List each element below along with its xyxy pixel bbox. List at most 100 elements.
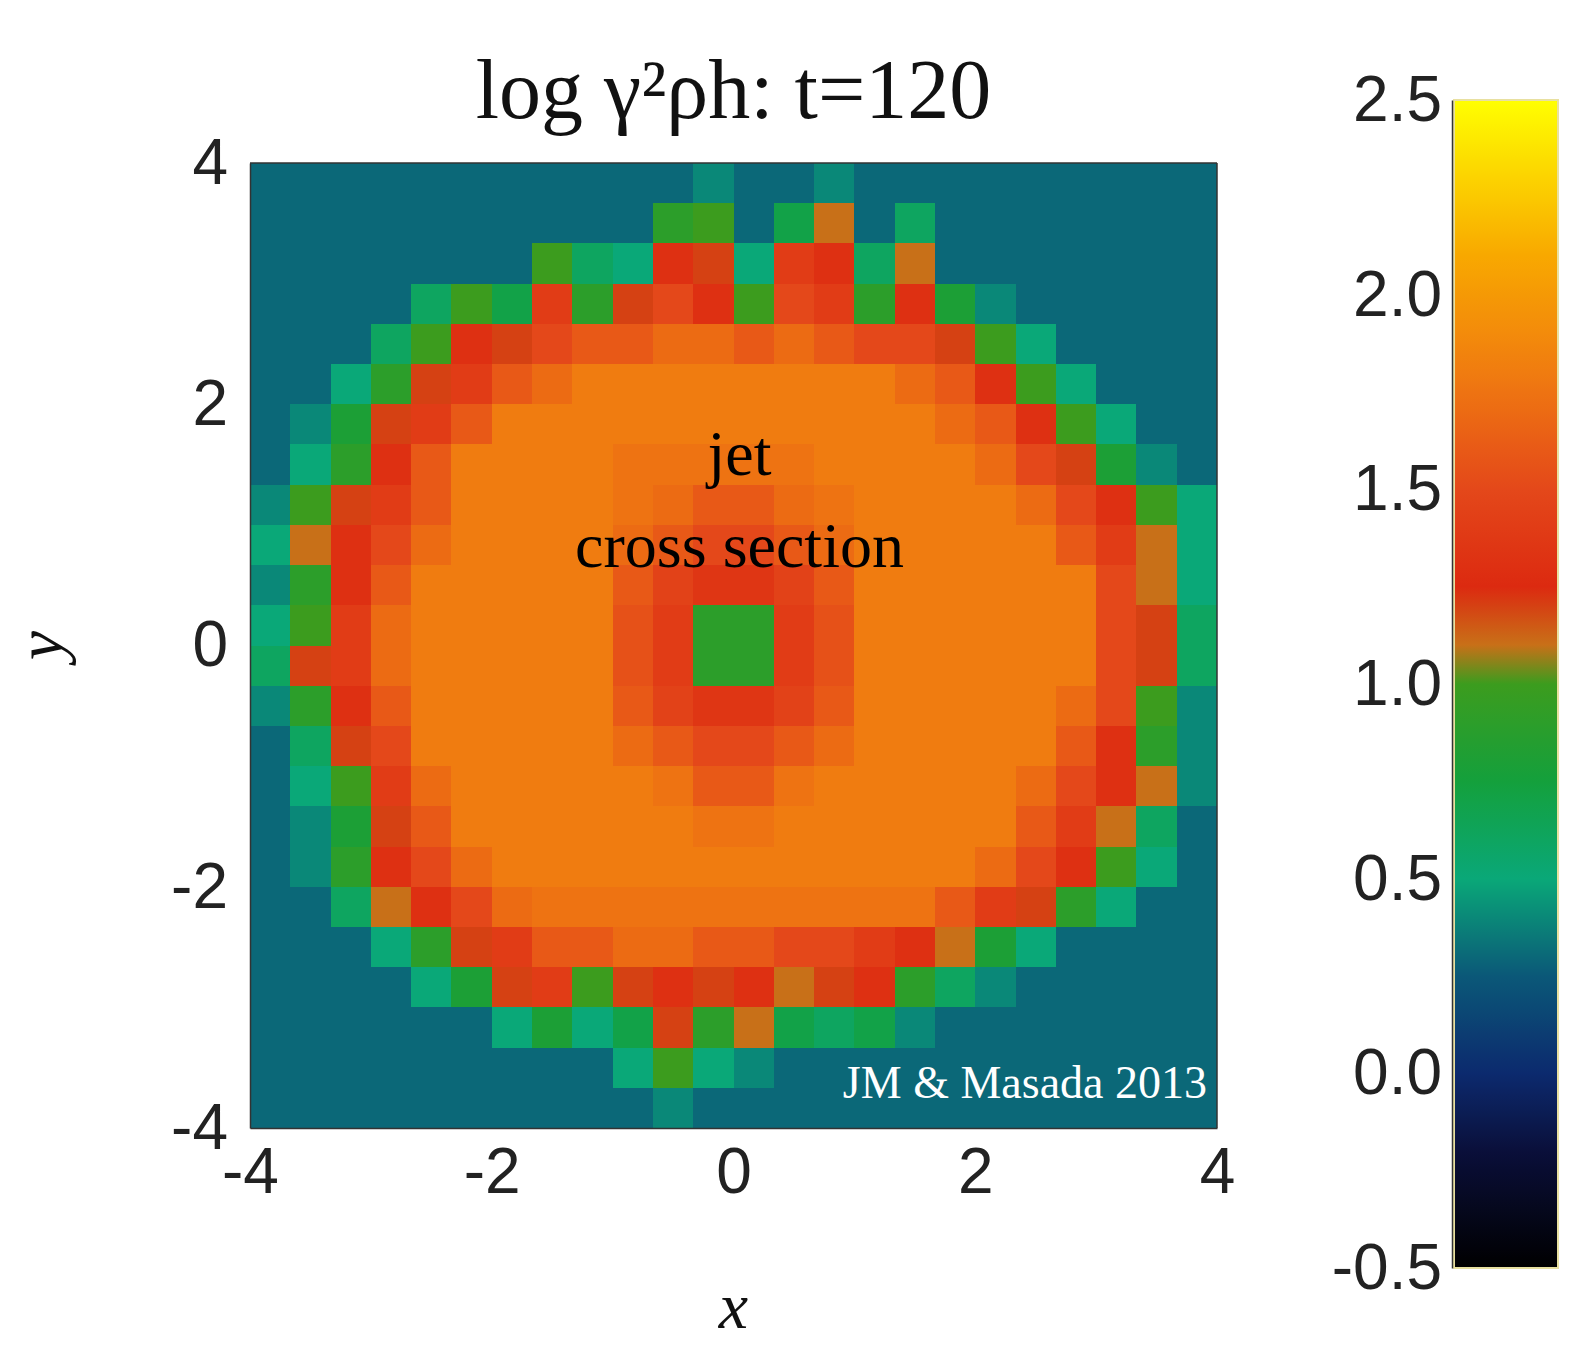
heatmap-cell	[613, 444, 654, 485]
heatmap-cell	[290, 565, 331, 606]
heatmap-cell	[371, 404, 412, 445]
y-axis-line	[250, 164, 252, 1129]
heatmap-cell	[451, 887, 492, 928]
heatmap-cell	[290, 686, 331, 727]
heatmap-cell	[734, 847, 775, 888]
chart-title: log γ²ρh: t=120	[476, 43, 992, 136]
heatmap-cell	[693, 284, 734, 325]
heatmap-cell	[734, 1048, 775, 1089]
heatmap-cell	[290, 444, 331, 485]
annotation-line: jet	[706, 418, 772, 489]
heatmap-cell	[411, 847, 452, 888]
colorbar-axis-tick: -0.5	[1332, 1231, 1452, 1303]
heatmap-cell	[613, 887, 654, 928]
heatmap-cell	[492, 284, 533, 325]
heatmap-cell	[854, 243, 895, 284]
heatmap-cell	[492, 1007, 533, 1048]
heatmap-cell	[290, 806, 331, 847]
heatmap-cell	[854, 203, 895, 244]
heatmap-cell	[1136, 686, 1177, 727]
heatmap-cell	[1016, 726, 1057, 767]
heatmap-cell	[895, 927, 936, 968]
heatmap-cell	[1096, 887, 1137, 928]
heatmap-cell	[532, 686, 573, 727]
heatmap-cell	[572, 927, 613, 968]
heatmap-cell	[935, 766, 976, 807]
colorbar-axis-tick: 0.5	[1353, 842, 1452, 914]
heatmap-cell	[1136, 766, 1177, 807]
heatmap-cell	[411, 927, 452, 968]
heatmap-cell	[1016, 927, 1057, 968]
heatmap-cell	[975, 243, 1016, 284]
heatmap-cell	[532, 444, 573, 485]
heatmap-cell	[935, 163, 976, 204]
heatmap-cell	[1136, 967, 1177, 1008]
colorbar-axis-tick-label: 1.5	[1353, 452, 1442, 524]
heatmap-cell	[250, 1007, 291, 1048]
x-axis-tick-label: 0	[716, 1135, 752, 1207]
heatmap-cell	[1096, 243, 1137, 284]
heatmap-cell	[693, 163, 734, 204]
heatmap-cell	[1177, 163, 1217, 204]
heatmap-cell	[1016, 847, 1057, 888]
heatmap-cell	[411, 444, 452, 485]
heatmap-cell	[290, 525, 331, 566]
heatmap-cell	[653, 766, 694, 807]
heatmap-cell	[411, 806, 452, 847]
heatmap-cell	[1096, 485, 1137, 526]
colorbar-axis-tick: 1.5	[1353, 452, 1452, 524]
heatmap-cell	[693, 203, 734, 244]
heatmap-cell	[975, 284, 1016, 325]
heatmap-cell	[1056, 806, 1097, 847]
heatmap-cell	[572, 806, 613, 847]
heatmap-cell	[975, 163, 1016, 204]
heatmap-cell	[774, 887, 815, 928]
heatmap-cell	[371, 927, 412, 968]
chart-root: -4-2024-4-2024xylog γ²ρh: t=120jetcross …	[0, 0, 1574, 1357]
heatmap-cell	[1096, 163, 1137, 204]
heatmap-cell	[653, 1088, 694, 1128]
heatmap-cell	[250, 324, 291, 365]
heatmap-cell	[250, 485, 291, 526]
heatmap-cell	[250, 525, 291, 566]
heatmap-cell	[693, 1048, 734, 1089]
heatmap-cell	[935, 967, 976, 1008]
heatmap-cell	[1096, 284, 1137, 325]
heatmap-cell	[854, 887, 895, 928]
heatmap-cell	[854, 646, 895, 687]
heatmap-cell	[1056, 284, 1097, 325]
heatmap-cell	[1056, 203, 1097, 244]
heatmap-cell	[895, 967, 936, 1008]
heatmap-cell	[693, 766, 734, 807]
heatmap-cell	[371, 203, 412, 244]
heatmap-cell	[1136, 444, 1177, 485]
heatmap-cell	[895, 806, 936, 847]
heatmap-cell	[1016, 686, 1057, 727]
heatmap-cell	[1096, 404, 1137, 445]
heatmap-cell	[331, 1007, 372, 1048]
heatmap-cell	[653, 967, 694, 1008]
heatmap-cell	[290, 1007, 331, 1048]
heatmap-cell	[532, 485, 573, 526]
heatmap-cell	[532, 364, 573, 405]
heatmap-cell	[653, 726, 694, 767]
heatmap-cell	[734, 605, 775, 646]
heatmap-cell	[613, 404, 654, 445]
heatmap-cell	[572, 1007, 613, 1048]
heatmap-cell	[895, 364, 936, 405]
heatmap-cell	[774, 726, 815, 767]
heatmap-cell	[1177, 485, 1217, 526]
heatmap-cell	[492, 726, 533, 767]
heatmap-cell	[250, 967, 291, 1008]
heatmap-cell	[975, 485, 1016, 526]
heatmap-cell	[532, 847, 573, 888]
heatmap-cell	[290, 847, 331, 888]
heatmap-cell	[451, 766, 492, 807]
heatmap-cell	[290, 364, 331, 405]
heatmap-cell	[734, 927, 775, 968]
heatmap-cell	[613, 726, 654, 767]
heatmap-cell	[935, 887, 976, 928]
heatmap-cell	[653, 243, 694, 284]
heatmap-cell	[532, 806, 573, 847]
heatmap-cell	[814, 243, 855, 284]
